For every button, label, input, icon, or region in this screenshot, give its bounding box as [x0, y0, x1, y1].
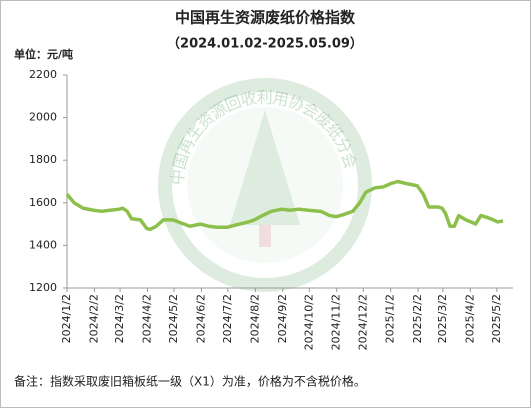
x-tick-label: 2024/10/2 — [302, 294, 315, 350]
x-tick-label: 2024/7/2 — [221, 294, 234, 343]
y-tick-label: 2000 — [29, 111, 57, 124]
x-tick-label: 2025/3/2 — [436, 294, 449, 343]
x-tick-label: 2025/1/2 — [384, 294, 397, 343]
x-tick-label: 2024/5/2 — [167, 294, 180, 343]
x-tick-label: 2024/6/2 — [194, 294, 207, 343]
x-tick-label: 2024/11/2 — [330, 294, 343, 350]
y-tick-label: 1800 — [29, 153, 57, 166]
x-tick-label: 2024/1/2 — [60, 294, 73, 343]
data-line — [65, 179, 504, 232]
x-tick-label: 2025/4/2 — [463, 294, 476, 343]
unit-label: 单位：元/吨 — [14, 47, 73, 61]
x-tick-label: 2024/2/2 — [87, 294, 100, 343]
chart-title: 中国再生资源废纸价格指数 — [175, 9, 356, 27]
x-tick-label: 2024/12/2 — [356, 294, 369, 350]
y-tick-label: 1600 — [29, 196, 57, 209]
watermark-logo — [158, 78, 372, 292]
x-tick-label: 2025/2/2 — [411, 294, 424, 343]
y-tick-label: 2200 — [29, 68, 57, 81]
x-tick-label: 2025/5/2 — [490, 294, 503, 343]
note: 备注：指数采取废旧箱板纸一级（X1）为准，价格为不含税价格。 — [14, 374, 366, 389]
x-tick-label: 2024/8/2 — [248, 294, 261, 343]
x-tick-label: 2024/9/2 — [276, 294, 289, 343]
y-tick-label: 1400 — [29, 238, 57, 251]
chart-subtitle: （2024.01.02-2025.05.09） — [167, 36, 363, 52]
x-tick-label: 2024/3/2 — [113, 294, 126, 343]
x-tick-label: 2024/4/2 — [140, 294, 153, 343]
y-tick-label: 1200 — [29, 281, 57, 294]
